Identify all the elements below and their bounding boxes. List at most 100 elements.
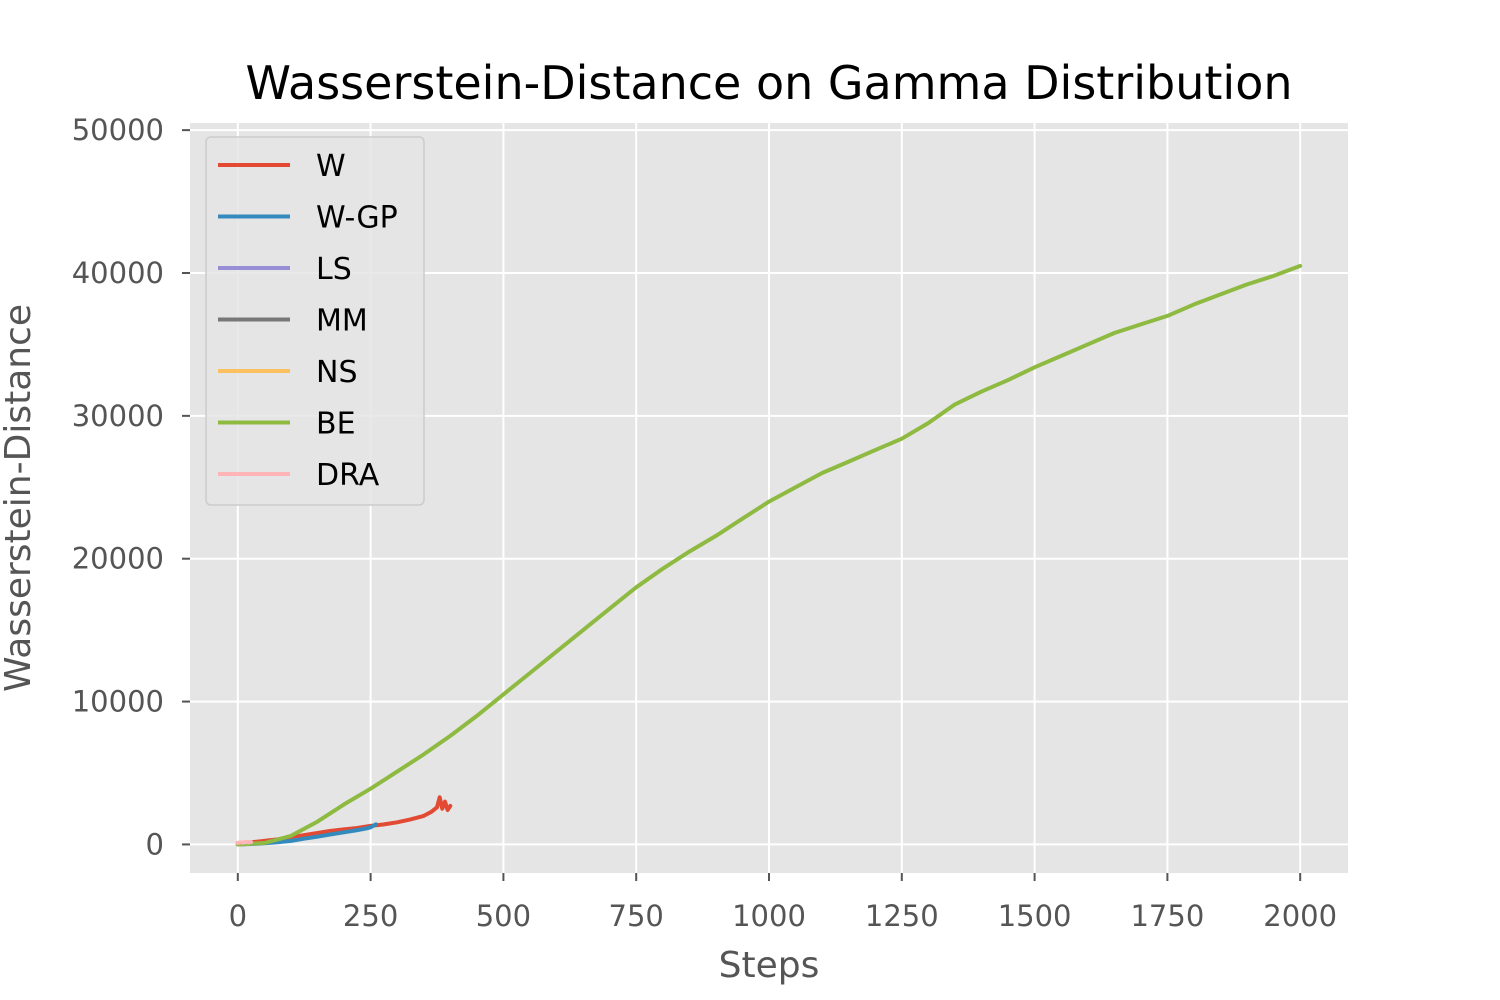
data-point: [608, 607, 611, 610]
data-point: [396, 770, 399, 773]
data-point: [343, 828, 345, 831]
data-point: [794, 486, 797, 489]
data-point: [1246, 283, 1248, 286]
legend-label: W: [316, 149, 346, 184]
data-point: [688, 550, 691, 553]
series-dra: [235, 839, 254, 845]
legend-item: BE: [218, 407, 356, 442]
data-point: [661, 567, 664, 570]
data-point: [980, 390, 983, 393]
data-point: [1007, 379, 1009, 381]
data-point: [409, 818, 412, 821]
data-point: [900, 437, 903, 440]
y-tick-label: 10000: [72, 685, 164, 719]
data-point: [874, 449, 877, 451]
legend-label: DRA: [316, 458, 380, 493]
data-point: [529, 672, 531, 674]
legend-label: LS: [316, 252, 352, 287]
data-point: [356, 829, 359, 831]
data-point: [1060, 355, 1063, 357]
data-point: [715, 535, 717, 537]
data-point: [343, 831, 345, 834]
x-tick-label: 500: [476, 899, 531, 933]
data-point: [236, 842, 239, 844]
series-be: [235, 263, 1303, 847]
data-point: [635, 586, 638, 589]
y-axis-ticks: 0 10000 20000 30000 40000 50000: [72, 113, 190, 861]
data-point: [1193, 303, 1195, 306]
legend-item: NS: [218, 355, 357, 390]
data-point: [242, 841, 245, 844]
data-point: [446, 809, 449, 811]
data-point: [741, 517, 744, 520]
data-point: [502, 693, 505, 696]
data-point: [329, 830, 332, 832]
data-point: [239, 841, 242, 844]
data-point: [444, 800, 446, 803]
legend-label: NS: [316, 355, 357, 390]
x-tick-label: 750: [609, 899, 664, 933]
data-point: [449, 735, 452, 737]
data-point: [276, 841, 279, 844]
data-point: [364, 827, 367, 830]
data-point: [316, 835, 319, 838]
data-point: [383, 823, 385, 826]
data-point: [263, 842, 266, 844]
data-point: [343, 803, 345, 806]
chart-title: Wasserstein-Distance on Gamma Distributi…: [245, 56, 1292, 110]
data-point: [1166, 315, 1169, 317]
data-point: [438, 796, 441, 799]
data-point: [954, 403, 956, 406]
series-layer: [235, 263, 1303, 847]
x-tick-label: 2000: [1263, 899, 1337, 933]
data-point: [441, 807, 444, 810]
data-point: [768, 500, 770, 503]
data-point: [1086, 343, 1089, 346]
data-point: [290, 840, 292, 842]
data-point: [555, 650, 558, 653]
data-point: [422, 753, 425, 756]
data-point: [290, 835, 292, 837]
data-point: [369, 826, 372, 829]
data-point: [369, 787, 372, 790]
y-tick-label: 0: [146, 827, 164, 861]
data-point: [396, 821, 399, 824]
data-point: [430, 810, 433, 813]
data-point: [1033, 366, 1036, 369]
data-point: [436, 806, 438, 809]
x-axis-label: Steps: [719, 945, 820, 986]
x-tick-label: 1250: [865, 899, 939, 933]
data-point: [847, 460, 850, 463]
y-axis-label: Wasserstein-Distance: [0, 304, 39, 692]
data-point: [1113, 332, 1116, 334]
data-point: [1139, 323, 1142, 326]
data-point: [927, 422, 930, 424]
legend-label: MM: [316, 304, 368, 339]
data-point: [582, 629, 584, 631]
data-point: [821, 472, 823, 474]
x-tick-label: 1750: [1130, 899, 1204, 933]
x-tick-label: 250: [343, 899, 398, 933]
data-point: [303, 834, 306, 836]
data-point: [1299, 265, 1302, 267]
legend-item: DRA: [218, 458, 380, 493]
x-tick-label: 1500: [998, 899, 1072, 933]
data-point: [316, 820, 319, 823]
data-point: [375, 823, 377, 826]
x-axis-ticks: 0 250 500 750 1000 1250 1500 1750 2000: [229, 873, 1337, 933]
data-point: [449, 805, 452, 807]
data-point: [475, 715, 478, 717]
data-point: [422, 815, 425, 817]
legend-item: W: [218, 149, 346, 184]
data-point: [303, 837, 306, 840]
legend-item: W-GP: [218, 201, 398, 236]
data-point: [1272, 275, 1275, 277]
y-tick-label: 40000: [72, 256, 164, 290]
y-tick-label: 20000: [72, 542, 164, 576]
legend-label: BE: [316, 407, 356, 442]
data-point: [250, 841, 253, 843]
data-point: [1219, 293, 1222, 296]
data-point: [316, 832, 319, 834]
x-tick-label: 1000: [732, 899, 806, 933]
